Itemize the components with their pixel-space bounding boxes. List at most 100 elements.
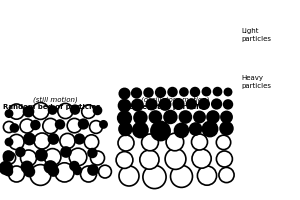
Circle shape — [190, 123, 202, 135]
Text: Segregated particles: Segregated particles — [124, 104, 208, 110]
Circle shape — [170, 165, 193, 187]
Circle shape — [194, 111, 205, 123]
Circle shape — [99, 165, 111, 178]
Circle shape — [100, 121, 107, 128]
Circle shape — [224, 88, 232, 96]
Circle shape — [32, 103, 49, 119]
Circle shape — [216, 135, 231, 150]
Circle shape — [166, 133, 184, 151]
Circle shape — [4, 168, 12, 176]
Circle shape — [36, 149, 47, 161]
Circle shape — [133, 122, 148, 138]
Circle shape — [11, 124, 18, 132]
Circle shape — [119, 88, 130, 99]
Circle shape — [173, 99, 184, 109]
Circle shape — [80, 166, 97, 182]
Circle shape — [214, 88, 221, 96]
Circle shape — [16, 148, 25, 156]
Circle shape — [221, 111, 232, 123]
Circle shape — [168, 88, 177, 96]
Circle shape — [132, 99, 143, 111]
Circle shape — [119, 166, 139, 186]
Circle shape — [49, 106, 56, 114]
Circle shape — [192, 149, 211, 168]
Circle shape — [132, 88, 141, 98]
Circle shape — [23, 107, 34, 117]
Circle shape — [24, 167, 34, 177]
Circle shape — [94, 106, 101, 114]
Circle shape — [24, 133, 35, 145]
Circle shape — [9, 104, 24, 119]
Circle shape — [48, 134, 59, 144]
Circle shape — [156, 88, 165, 97]
Circle shape — [56, 120, 64, 129]
Circle shape — [34, 133, 50, 149]
Circle shape — [187, 99, 196, 109]
Circle shape — [212, 99, 221, 109]
Circle shape — [20, 150, 37, 166]
Circle shape — [3, 121, 15, 133]
Circle shape — [151, 121, 170, 141]
Circle shape — [118, 100, 130, 112]
Circle shape — [74, 166, 81, 174]
Circle shape — [67, 118, 82, 133]
Circle shape — [61, 147, 71, 157]
Circle shape — [191, 134, 208, 150]
Circle shape — [134, 111, 147, 124]
Circle shape — [44, 161, 56, 173]
Circle shape — [4, 152, 16, 164]
Circle shape — [202, 88, 210, 96]
Circle shape — [149, 111, 161, 123]
Circle shape — [70, 105, 80, 114]
Text: Light
particles: Light particles — [242, 28, 272, 42]
Circle shape — [82, 105, 95, 118]
Circle shape — [69, 148, 87, 166]
Circle shape — [140, 150, 159, 169]
Circle shape — [70, 162, 79, 170]
Circle shape — [88, 165, 98, 175]
Text: (still motion): (still motion) — [33, 96, 78, 103]
Circle shape — [21, 161, 33, 173]
Circle shape — [179, 111, 191, 123]
Circle shape — [43, 118, 58, 134]
Text: Random bed of particles: Random bed of particles — [3, 104, 100, 110]
Circle shape — [207, 111, 219, 123]
Circle shape — [5, 138, 13, 146]
Circle shape — [44, 149, 61, 165]
Circle shape — [202, 121, 217, 137]
Circle shape — [220, 122, 233, 135]
Circle shape — [143, 165, 166, 189]
Circle shape — [165, 149, 186, 169]
Circle shape — [3, 151, 14, 161]
Circle shape — [118, 111, 131, 125]
Circle shape — [5, 110, 13, 117]
Circle shape — [175, 123, 188, 137]
Circle shape — [116, 152, 133, 168]
Circle shape — [159, 99, 171, 110]
Circle shape — [8, 166, 25, 182]
Text: (oscillatory motion): (oscillatory motion) — [141, 96, 210, 103]
Circle shape — [91, 151, 104, 165]
Circle shape — [224, 100, 232, 109]
Circle shape — [48, 166, 59, 176]
Circle shape — [58, 103, 73, 119]
Circle shape — [60, 133, 75, 149]
Circle shape — [119, 123, 132, 135]
Circle shape — [216, 151, 232, 167]
Circle shape — [30, 165, 51, 185]
Circle shape — [146, 99, 157, 110]
Circle shape — [31, 121, 40, 129]
Circle shape — [164, 111, 177, 123]
Circle shape — [144, 88, 153, 97]
Circle shape — [142, 134, 158, 151]
Circle shape — [84, 135, 99, 149]
Circle shape — [79, 119, 88, 129]
Circle shape — [75, 134, 84, 144]
Circle shape — [180, 88, 188, 96]
Circle shape — [9, 134, 24, 150]
Circle shape — [118, 135, 134, 151]
Text: Heavy
particles: Heavy particles — [242, 75, 272, 89]
Circle shape — [55, 163, 74, 182]
Circle shape — [190, 88, 200, 96]
Circle shape — [197, 166, 217, 185]
